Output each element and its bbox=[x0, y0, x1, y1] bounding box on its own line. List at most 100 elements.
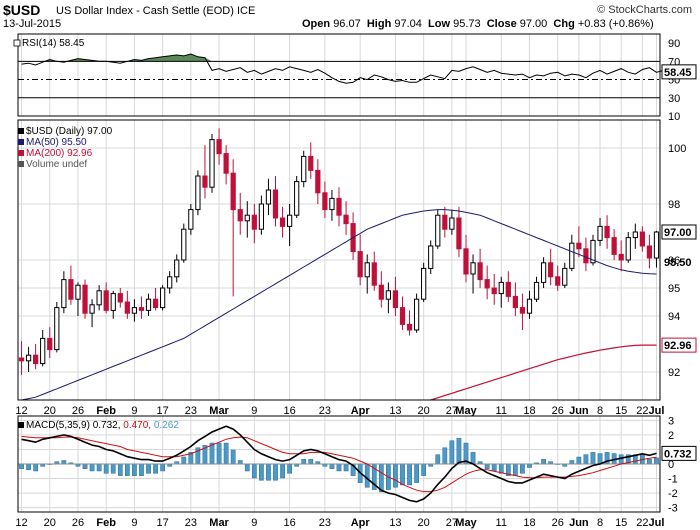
macd-x-tick-label: 13 bbox=[389, 517, 401, 529]
price-legend-swatch bbox=[18, 161, 24, 167]
copyright: © StockCharts.com bbox=[597, 4, 692, 16]
candle-body bbox=[216, 139, 222, 155]
candle-body bbox=[484, 279, 490, 289]
candle-body bbox=[555, 276, 561, 286]
candle-body bbox=[124, 301, 130, 314]
price-x-tick-label: 18 bbox=[523, 405, 535, 417]
candle-body bbox=[576, 242, 582, 250]
candle-body bbox=[399, 307, 406, 325]
macd-x-tick-label: 8 bbox=[597, 517, 603, 529]
candle-body bbox=[195, 175, 201, 211]
macd-x-tick-label: 20 bbox=[44, 517, 56, 529]
price-y-tick-label: 94 bbox=[668, 311, 680, 323]
candle-body bbox=[272, 189, 279, 219]
candle-body bbox=[131, 307, 138, 314]
macd-hist-bar bbox=[407, 463, 412, 486]
open-label: Open bbox=[302, 18, 331, 30]
price-x-tick-label: Jun bbox=[569, 405, 589, 417]
macd-x-tick-label: 23 bbox=[319, 517, 331, 529]
ma200-last-badge-box bbox=[661, 337, 697, 353]
candle-body bbox=[646, 245, 653, 259]
macd-y-tick-label: 0 bbox=[668, 459, 674, 471]
macd-x-tick-label: 17 bbox=[157, 517, 169, 529]
macd-hist-bar bbox=[513, 463, 518, 476]
candle-body bbox=[174, 259, 180, 278]
candle-body bbox=[477, 262, 483, 281]
macd-hist-bar bbox=[541, 459, 546, 465]
candle-body bbox=[40, 337, 46, 365]
symbol: $USD bbox=[3, 2, 41, 18]
macd-hist-bar bbox=[484, 463, 490, 469]
price-legend-swatch bbox=[18, 139, 24, 145]
macd-hist-bar bbox=[364, 463, 370, 488]
macd-y-tick-label: 2 bbox=[668, 430, 674, 442]
macd-x-tick-label: 15 bbox=[615, 517, 627, 529]
macd-hist-bar bbox=[449, 440, 455, 465]
candle-body bbox=[343, 214, 349, 225]
candle-body bbox=[322, 192, 328, 211]
candle-body bbox=[364, 262, 370, 278]
candle-body bbox=[526, 298, 533, 314]
rsi-y-tick-label: 30 bbox=[668, 93, 680, 105]
macd-hist-bar bbox=[590, 452, 596, 465]
candle-body bbox=[202, 175, 208, 188]
ma50-last-label: 95.50 bbox=[664, 257, 692, 269]
macd-hist-bar bbox=[266, 463, 271, 481]
candle-body bbox=[371, 262, 377, 286]
macd-last-badge: 0.732 bbox=[664, 448, 692, 460]
rsi-line bbox=[21, 53, 664, 84]
macd-hist-bar bbox=[491, 463, 497, 472]
candle-body bbox=[286, 214, 293, 227]
ma50-line bbox=[21, 209, 657, 401]
price-y-tick-label: 96 bbox=[668, 255, 680, 267]
macd-hist-bar bbox=[442, 447, 448, 465]
candle-body bbox=[301, 155, 307, 183]
price-close-badge-box bbox=[661, 224, 697, 240]
macd-x-tick-label: 18 bbox=[523, 517, 535, 529]
macd-hist-bar bbox=[583, 454, 589, 465]
macd-hist-bar bbox=[520, 463, 525, 474]
chg-value: +0.83 (+0.86%) bbox=[577, 18, 654, 30]
candle-body bbox=[294, 181, 300, 216]
candle-body bbox=[512, 295, 518, 309]
macd-hist-bar bbox=[181, 456, 187, 465]
candle-body bbox=[181, 228, 187, 261]
macd-hist-bar bbox=[160, 463, 165, 472]
candle-body bbox=[385, 290, 392, 300]
price-x-tick-label: 17 bbox=[157, 405, 169, 417]
candle-body bbox=[138, 307, 145, 311]
rsi-legend: RSI(14) 58.45 bbox=[22, 38, 85, 49]
macd-hist-bar bbox=[259, 463, 264, 481]
macd-hist-bar bbox=[576, 456, 582, 465]
candle-body bbox=[406, 323, 413, 331]
candle-body bbox=[491, 287, 497, 295]
candle-body bbox=[223, 153, 229, 174]
price-x-tick-label: 22 bbox=[636, 405, 648, 417]
macd-x-tick-label: 26 bbox=[552, 517, 564, 529]
macd-x-tick-label: Jul bbox=[649, 517, 665, 529]
chg-label: Chg bbox=[553, 18, 575, 30]
price-legend-entry: $USD (Daily) 97.00 bbox=[26, 126, 113, 137]
candle-body bbox=[413, 298, 420, 331]
ma200-line bbox=[430, 344, 657, 401]
candle-body bbox=[251, 214, 257, 230]
macd-legend-part: 0.732, bbox=[93, 420, 124, 431]
low-label: Low bbox=[428, 18, 451, 30]
candle-body bbox=[611, 237, 617, 255]
price-x-tick-label: Jul bbox=[649, 405, 665, 417]
candle-body bbox=[583, 248, 589, 264]
macd-hist-bar bbox=[26, 463, 31, 471]
rsi-last-badge: 58.45 bbox=[664, 67, 692, 79]
macd-hist-bar bbox=[153, 463, 158, 474]
macd-hist-bar bbox=[89, 463, 95, 472]
macd-hist-bar bbox=[223, 442, 229, 465]
price-x-tick-label: 23 bbox=[319, 405, 331, 417]
macd-hist-bar bbox=[435, 454, 441, 465]
candle-body bbox=[230, 172, 236, 211]
candle-body bbox=[597, 225, 603, 241]
rsi-y-tick-label: 90 bbox=[668, 38, 680, 50]
candle-body bbox=[61, 279, 67, 309]
macd-signal-line bbox=[21, 435, 657, 493]
candle-body bbox=[336, 197, 342, 216]
macd-frame bbox=[17, 415, 661, 513]
